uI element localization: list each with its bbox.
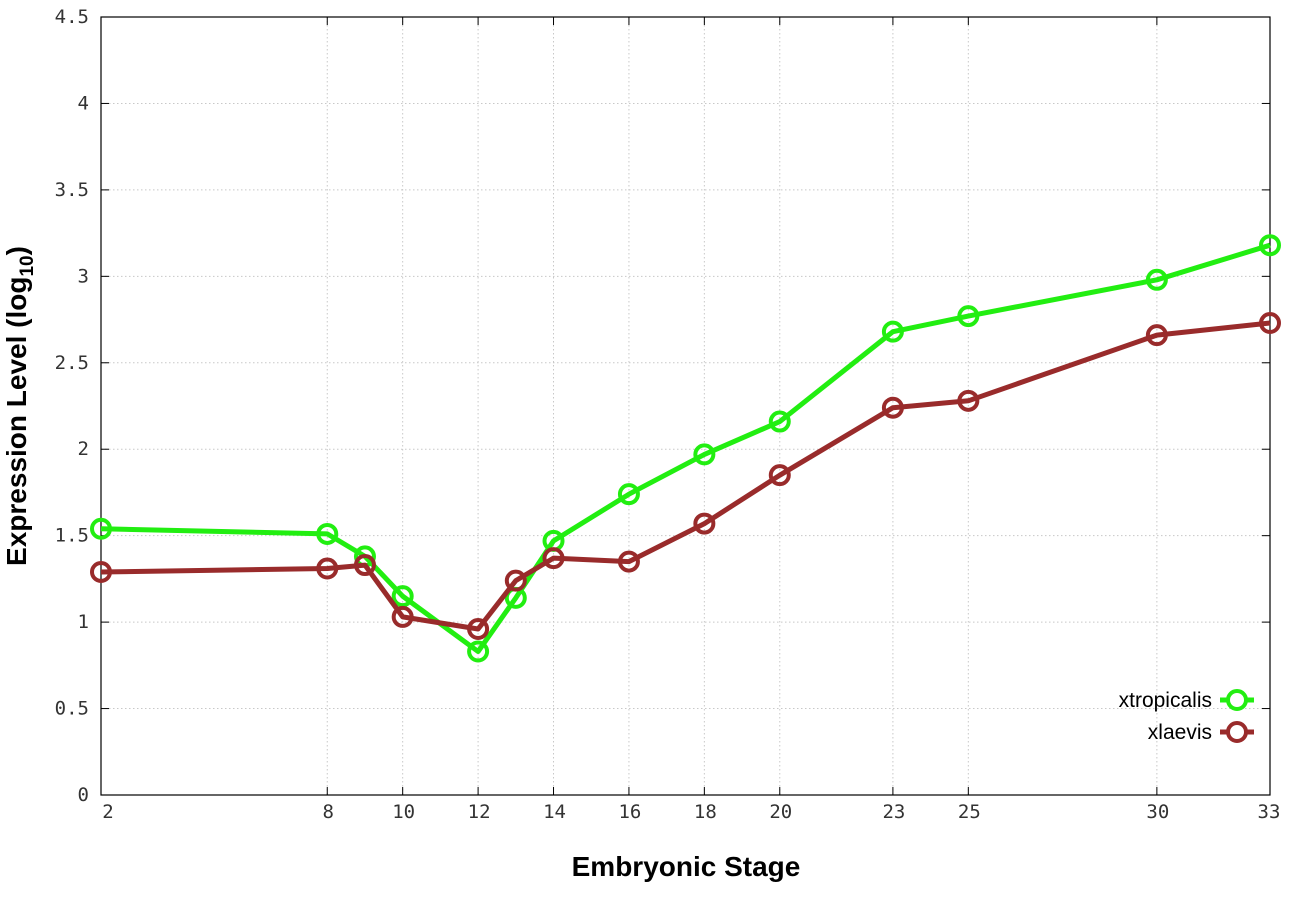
legend-label: xtropicalis [1119,689,1212,712]
data-point-xtropicalis [1145,268,1168,291]
x-tick-label: 2 [102,801,113,823]
x-tick-label: 20 [769,801,792,823]
y-axis-title: Expression Level (log10) [1,246,38,566]
data-point-xtropicalis [881,320,904,343]
x-tick-label: 23 [882,801,905,823]
data-point-xtropicalis [693,443,716,466]
data-point-xlaevis [90,560,112,583]
data-point-xlaevis [504,569,527,592]
legend-label: xlaevis [1148,721,1212,744]
data-point-xlaevis [768,464,791,487]
x-tick-label: 12 [468,801,491,823]
data-point-xtropicalis [768,410,791,433]
y-tick-label: 0.5 [55,698,89,720]
legend: xtropicalis xlaevis [1119,689,1254,744]
series-line-xtropicalis [100,242,1271,654]
data-point-xlaevis [391,605,414,628]
data-point-xlaevis [617,550,640,573]
x-tick-label: 14 [543,801,566,823]
x-axis-title: Embryonic Stage [572,851,801,882]
x-tick-label: 16 [618,801,641,823]
legend-swatch-marker [1226,721,1248,743]
data-point-xlaevis [957,389,980,412]
data-point-xlaevis [467,618,490,641]
y-tick-label: 2.5 [55,352,89,374]
data-point-xtropicalis [391,585,414,608]
y-tick-label: 3 [78,265,89,287]
data-point-xtropicalis [316,522,339,545]
data-point-xlaevis [1145,324,1168,347]
data-point-xtropicalis [617,483,640,506]
y-axis-title-close: ) [1,246,32,255]
y-tick-label: 1 [78,611,89,633]
data-point-xtropicalis [957,305,980,328]
y-tick-label: 3.5 [55,179,89,201]
series-line-xlaevis [100,320,1271,632]
data-point-xlaevis [693,512,716,535]
y-tick-label: 2 [78,438,89,460]
x-tick-label: 10 [392,801,415,823]
data-point-xlaevis [316,557,339,580]
y-tick-label: 4 [78,92,89,114]
data-point-xtropicalis [467,640,490,663]
data-point-xtropicalis [90,517,112,540]
plot-frame [100,16,1271,796]
y-axis-title-main: Expression Level (log [1,277,32,566]
series-layer [90,234,1281,663]
x-tick-label: 8 [323,801,334,823]
x-tick-label: 18 [694,801,717,823]
y-axis-title-subscript: 10 [17,255,38,276]
x-tick-label: 33 [1258,801,1281,823]
x-tick-label: 30 [1146,801,1169,823]
data-point-xlaevis [881,396,904,419]
legend-swatch-marker [1226,689,1248,711]
data-point-xtropicalis [1259,234,1281,257]
y-tick-label: 1.5 [55,525,89,547]
axis-layer: 0 0.5 1 1.5 2 2.5 3 3.5 4 4.5 2 8 10 12 14 16 18 20 23 25 30… [55,6,1281,823]
data-point-xlaevis [1259,312,1281,335]
y-tick-label: 0 [78,784,89,806]
data-point-xlaevis [542,547,565,570]
y-tick-label: 4.5 [55,6,89,28]
data-point-xlaevis [353,554,376,577]
x-tick-label: 25 [958,801,981,823]
grid-layer [101,17,1270,795]
